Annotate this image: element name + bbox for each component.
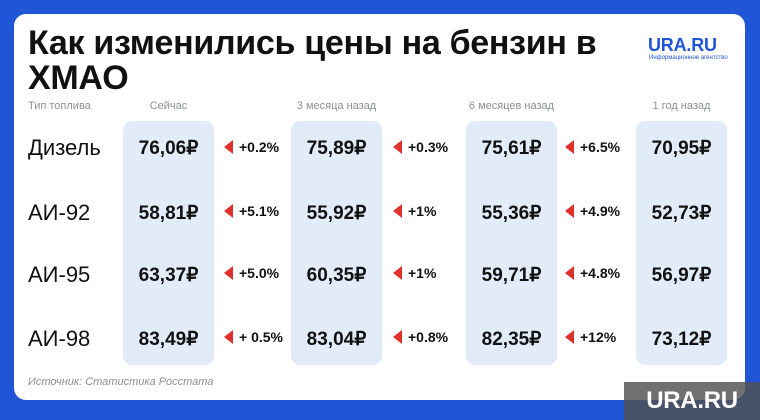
red-left-triangle-icon bbox=[224, 266, 233, 280]
watermark-logo: URA.RU bbox=[624, 382, 760, 420]
column-band-1y bbox=[636, 121, 727, 365]
red-left-triangle-icon bbox=[393, 330, 402, 344]
infographic-card: Как изменились цены на бензин в ХМАО URA… bbox=[14, 14, 745, 400]
change-3m-vs-6m: +0.3% bbox=[393, 139, 448, 155]
column-band-now bbox=[123, 121, 214, 365]
fuel-type-label: АИ-95 bbox=[28, 262, 91, 287]
red-left-triangle-icon bbox=[393, 140, 402, 154]
price-3-months: 60,35₽ bbox=[306, 265, 367, 286]
change-value: + 0.5% bbox=[239, 329, 283, 345]
price-1-year: 56,97₽ bbox=[651, 265, 712, 286]
source-note: Источник: Статистика Росстата bbox=[28, 376, 214, 388]
header-fuel-type: Тип топлива bbox=[28, 100, 91, 112]
change-value: +0.3% bbox=[408, 139, 449, 155]
fuel-type-label: АИ-92 bbox=[28, 200, 91, 225]
change-3m-vs-6m: +1% bbox=[393, 203, 436, 219]
price-3-months: 75,89₽ bbox=[306, 138, 367, 159]
red-left-triangle-icon bbox=[565, 330, 574, 344]
price-6-months: 55,36₽ bbox=[481, 203, 542, 224]
page-title: Как изменились цены на бензин в ХМАО bbox=[28, 24, 597, 97]
change-now-vs-3m: + 0.5% bbox=[224, 329, 283, 345]
header-3-months: 3 месяца назад bbox=[296, 100, 377, 112]
change-value: +5.0% bbox=[239, 265, 280, 281]
change-value: +1% bbox=[408, 203, 437, 219]
red-left-triangle-icon bbox=[565, 140, 574, 154]
change-6m-vs-1y: +4.9% bbox=[565, 203, 620, 219]
change-3m-vs-6m: +0.8% bbox=[393, 329, 448, 345]
price-now: 83,49₽ bbox=[138, 329, 199, 350]
price-now: 76,06₽ bbox=[138, 138, 199, 159]
price-3-months: 83,04₽ bbox=[306, 329, 367, 350]
change-now-vs-3m: +5.0% bbox=[224, 265, 279, 281]
price-1-year: 73,12₽ bbox=[651, 329, 712, 350]
change-6m-vs-1y: +12% bbox=[565, 329, 616, 345]
price-6-months: 59,71₽ bbox=[481, 265, 542, 286]
column-band-3m bbox=[291, 121, 382, 365]
header-now: Сейчас bbox=[149, 100, 188, 112]
brand-logo-sub: Информационное агентство bbox=[649, 55, 728, 61]
change-6m-vs-1y: +4.8% bbox=[565, 265, 620, 281]
header-1-year: 1 год назад bbox=[652, 100, 711, 112]
price-6-months: 75,61₽ bbox=[481, 138, 542, 159]
column-band-6m bbox=[466, 121, 557, 365]
header-6-months: 6 месяцев назад bbox=[468, 100, 555, 112]
price-3-months: 55,92₽ bbox=[306, 203, 367, 224]
price-6-months: 82,35₽ bbox=[481, 329, 542, 350]
fuel-type-label: Дизель bbox=[28, 135, 101, 160]
change-3m-vs-6m: +1% bbox=[393, 265, 436, 281]
price-now: 63,37₽ bbox=[138, 265, 199, 286]
red-left-triangle-icon bbox=[224, 140, 233, 154]
change-value: +0.2% bbox=[239, 139, 280, 155]
change-value: +12% bbox=[580, 329, 617, 345]
change-now-vs-3m: +5.1% bbox=[224, 203, 279, 219]
red-left-triangle-icon bbox=[224, 204, 233, 218]
red-left-triangle-icon bbox=[565, 266, 574, 280]
red-left-triangle-icon bbox=[393, 204, 402, 218]
change-value: +0.8% bbox=[408, 329, 449, 345]
red-left-triangle-icon bbox=[565, 204, 574, 218]
price-now: 58,81₽ bbox=[138, 203, 199, 224]
red-left-triangle-icon bbox=[393, 266, 402, 280]
red-left-triangle-icon bbox=[224, 330, 233, 344]
change-6m-vs-1y: +6.5% bbox=[565, 139, 620, 155]
change-value: +6.5% bbox=[580, 139, 621, 155]
fuel-type-label: АИ-98 bbox=[28, 326, 91, 351]
change-now-vs-3m: +0.2% bbox=[224, 139, 279, 155]
change-value: +1% bbox=[408, 265, 437, 281]
change-value: +5.1% bbox=[239, 203, 280, 219]
brand-logo: URA.RU Информационное агентство bbox=[648, 36, 738, 62]
change-value: +4.8% bbox=[580, 265, 621, 281]
price-1-year: 52,73₽ bbox=[651, 203, 712, 224]
price-1-year: 70,95₽ bbox=[651, 138, 712, 159]
change-value: +4.9% bbox=[580, 203, 621, 219]
brand-logo-main: URA.RU bbox=[648, 35, 717, 55]
